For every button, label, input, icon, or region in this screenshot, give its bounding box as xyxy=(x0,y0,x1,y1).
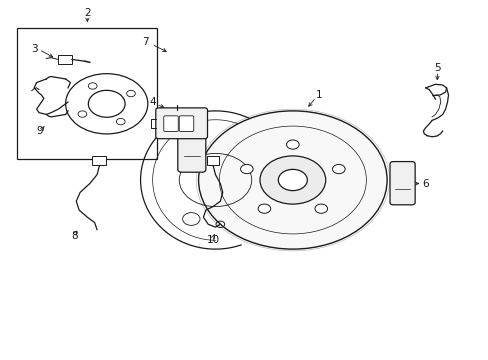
FancyBboxPatch shape xyxy=(178,127,205,172)
Circle shape xyxy=(278,169,307,191)
Bar xyxy=(58,55,72,64)
Text: 4: 4 xyxy=(149,97,156,107)
Bar xyxy=(17,28,157,159)
Text: 2: 2 xyxy=(84,8,90,18)
Bar xyxy=(207,156,219,166)
FancyBboxPatch shape xyxy=(179,116,193,131)
Text: 8: 8 xyxy=(71,231,78,241)
Text: 5: 5 xyxy=(434,63,440,73)
Text: 9: 9 xyxy=(37,126,43,136)
Text: 6: 6 xyxy=(172,111,179,121)
Text: 7: 7 xyxy=(142,37,148,47)
FancyBboxPatch shape xyxy=(389,162,414,205)
Text: 10: 10 xyxy=(206,235,219,245)
Circle shape xyxy=(332,165,345,174)
Circle shape xyxy=(286,140,299,149)
Circle shape xyxy=(260,156,325,204)
Circle shape xyxy=(258,204,270,213)
Bar xyxy=(92,156,106,166)
FancyBboxPatch shape xyxy=(163,116,178,131)
Circle shape xyxy=(314,204,327,213)
Circle shape xyxy=(198,111,386,249)
Circle shape xyxy=(240,165,253,174)
Text: 1: 1 xyxy=(315,90,322,100)
Text: 3: 3 xyxy=(31,44,38,54)
FancyBboxPatch shape xyxy=(156,108,207,139)
Text: 6: 6 xyxy=(422,179,428,189)
